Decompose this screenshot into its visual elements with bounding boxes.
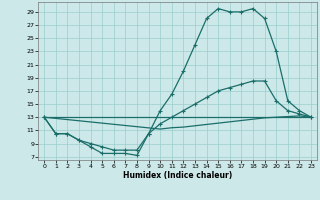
X-axis label: Humidex (Indice chaleur): Humidex (Indice chaleur) [123,171,232,180]
